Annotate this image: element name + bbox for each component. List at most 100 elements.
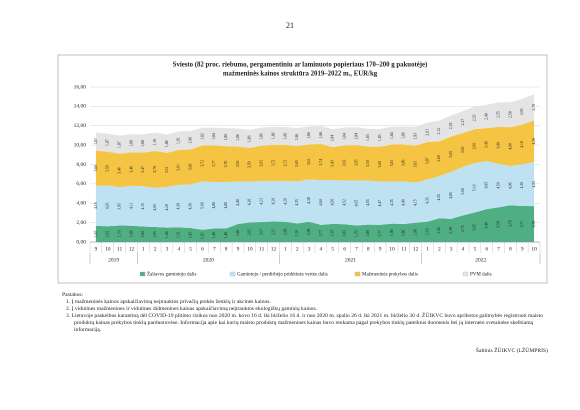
data-label: 3,81	[390, 160, 395, 167]
data-label: 1,88	[165, 140, 170, 147]
x-tick-label: 5	[473, 246, 476, 252]
data-label: 4,50	[331, 199, 336, 206]
data-label: 1,87	[331, 230, 336, 237]
data-label: 3,61	[177, 164, 182, 171]
x-tick-label: 2	[154, 246, 157, 252]
data-label: 3,47	[141, 166, 146, 173]
chart-title: Sviesto (82 proc. riebumo, pergamentiniu…	[173, 62, 428, 69]
data-label: 1,87	[94, 138, 99, 145]
data-label: 2,55	[496, 111, 501, 118]
data-label: 1,68	[129, 230, 134, 237]
data-label: 1,51	[177, 231, 182, 238]
x-tick-label: 8	[367, 246, 370, 252]
data-label: 3,46	[117, 167, 122, 174]
y-tick-label: 4,00	[76, 201, 86, 207]
data-label: 1,87	[106, 139, 111, 146]
data-label: 3,80	[496, 142, 501, 149]
data-label: 1,86	[271, 132, 276, 139]
data-label: 1,86	[260, 133, 265, 140]
y-tick-label: 6,00	[76, 181, 86, 187]
data-label: 3,79	[508, 220, 513, 227]
data-label: 5,00	[200, 202, 205, 209]
data-label: 4,60	[319, 199, 324, 206]
data-label: 3,50	[106, 165, 111, 172]
data-label: 3,70	[224, 161, 229, 168]
data-label: 4,15	[414, 199, 419, 206]
data-label: 3,60	[378, 161, 383, 168]
data-label: 2,33	[473, 114, 478, 121]
data-label: 3,60	[437, 155, 442, 162]
data-label: 3,77	[212, 160, 217, 167]
data-label: 1,91	[153, 138, 158, 145]
year-label: 2020	[203, 257, 214, 263]
data-label: 3,79	[153, 166, 158, 173]
data-label: 3,81	[414, 161, 419, 168]
data-label: 4,11	[129, 202, 134, 209]
data-label: 4,10	[520, 141, 525, 148]
x-tick-label: 12	[129, 246, 135, 252]
x-tick-label: 10	[531, 246, 537, 252]
chart-subtitle: mažmeninės kainos struktūra 2019–2022 m.…	[223, 71, 378, 78]
data-label: 3,43	[331, 160, 336, 167]
data-label: 3,05	[473, 224, 478, 231]
data-label: 2,12	[437, 128, 442, 135]
data-label: 3,80	[402, 160, 407, 167]
data-label: 2,27	[461, 119, 466, 126]
x-tick-label: 6	[485, 246, 488, 252]
data-label: 1,80	[366, 230, 371, 237]
data-label: 4,20	[271, 198, 276, 205]
data-label: 1,86	[236, 230, 241, 237]
source: Šaltinis ŽŪIKVC (LŽŪMPRIS)	[475, 348, 548, 354]
notes-heading: Pastabos:	[62, 292, 84, 298]
data-label: 4,35	[295, 199, 300, 206]
data-label: 1,91	[177, 137, 182, 144]
data-label: 2,40	[485, 113, 490, 120]
data-label: 3,65	[354, 159, 359, 166]
y-tick-label: 10,00	[74, 142, 87, 148]
x-tick-label: 10	[247, 246, 253, 252]
data-label: 4,20	[283, 198, 288, 205]
data-label: 2,09	[307, 228, 312, 235]
x-tick-label: 3	[308, 246, 311, 252]
data-label: 3,61	[307, 158, 312, 165]
data-label: 1,83	[378, 134, 383, 141]
x-tick-label: 10	[105, 246, 111, 252]
data-label: 1,86	[319, 132, 324, 139]
data-label: 1,82	[200, 133, 205, 140]
legend-swatch	[139, 271, 146, 277]
x-tick-label: 2	[296, 246, 299, 252]
data-label: 4,15	[141, 203, 146, 210]
data-label: 4,23	[260, 198, 265, 205]
data-label: 1,88	[129, 140, 134, 147]
data-label: 1,83	[342, 230, 347, 237]
x-tick-label: 8	[509, 246, 512, 252]
data-label: 4,38	[307, 197, 312, 204]
data-label: 4,52	[342, 199, 347, 206]
year-label: 2019	[108, 257, 119, 263]
data-label: 2,65	[520, 108, 525, 115]
data-label: 1,86	[283, 133, 288, 140]
x-tick-label: 4	[177, 246, 180, 252]
data-label: 1,70	[117, 230, 122, 237]
note: 2. Į vidutines mažmenines ir vidutines d…	[66, 306, 318, 312]
data-label: 4,05	[153, 204, 158, 211]
data-label: 3,50	[473, 143, 478, 150]
x-tick-label: 11	[259, 246, 265, 252]
data-label: 1,90	[390, 229, 395, 236]
notes: Pastabos: 1. Į mažmeninės kainos apskaič…	[62, 292, 548, 334]
data-label: 2,11	[271, 228, 276, 235]
data-label: 4,00	[508, 143, 513, 150]
data-label: 1,86	[307, 132, 312, 139]
y-tick-label: 8,00	[76, 162, 86, 168]
data-label: 4,40	[402, 199, 407, 206]
data-label: 1,49	[165, 231, 170, 238]
data-label: 3,72	[283, 160, 288, 167]
data-label: 1,87	[117, 141, 122, 148]
data-label: 4,20	[106, 203, 111, 210]
x-tick-label: 9	[379, 246, 382, 252]
data-label: 4,20	[248, 199, 253, 206]
page-number: 21	[286, 21, 294, 30]
data-label: 4,16	[94, 202, 99, 209]
x-tick-label: 12	[271, 246, 277, 252]
x-tick-label: 2	[438, 246, 441, 252]
